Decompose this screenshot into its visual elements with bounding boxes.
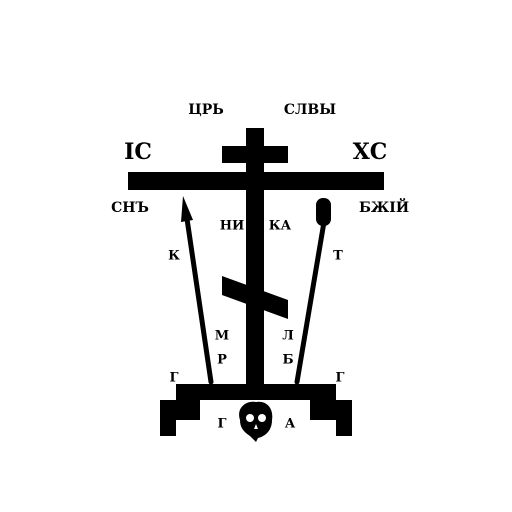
inscription-a: А — [284, 416, 296, 432]
title-bar — [222, 146, 288, 163]
inscription-g-inner: Г — [217, 416, 227, 432]
inscription-b: Б — [282, 352, 294, 368]
skull-icon — [239, 401, 273, 442]
inscription-ic: ІС — [124, 139, 152, 165]
vertical-beam — [246, 128, 264, 384]
inscription-ka: КА — [268, 218, 292, 234]
inscription-t: Т — [333, 248, 343, 264]
inscription-tsar: ЦРЬ — [188, 102, 224, 118]
inscription-g-outer-right: Г — [335, 370, 345, 386]
inscription-xc: ХС — [352, 139, 388, 165]
golgotha-steps — [160, 384, 352, 436]
inscription-m: М — [214, 328, 230, 344]
footrest-bar — [222, 276, 288, 319]
inscription-g-outer-left: Г — [169, 370, 179, 386]
main-crossbar — [128, 172, 384, 190]
inscription-l: Л — [282, 328, 294, 344]
inscription-k: К — [168, 248, 180, 264]
inscription-bozhiy: БЖІЙ — [358, 200, 410, 216]
sponge-reed-icon — [294, 198, 331, 385]
inscription-r: Р — [217, 352, 227, 368]
inscription-syn: СНЪ — [111, 200, 149, 216]
spear-icon — [181, 196, 214, 385]
inscription-ni: НИ — [219, 218, 245, 234]
inscription-slavy: СЛВЫ — [283, 102, 337, 118]
